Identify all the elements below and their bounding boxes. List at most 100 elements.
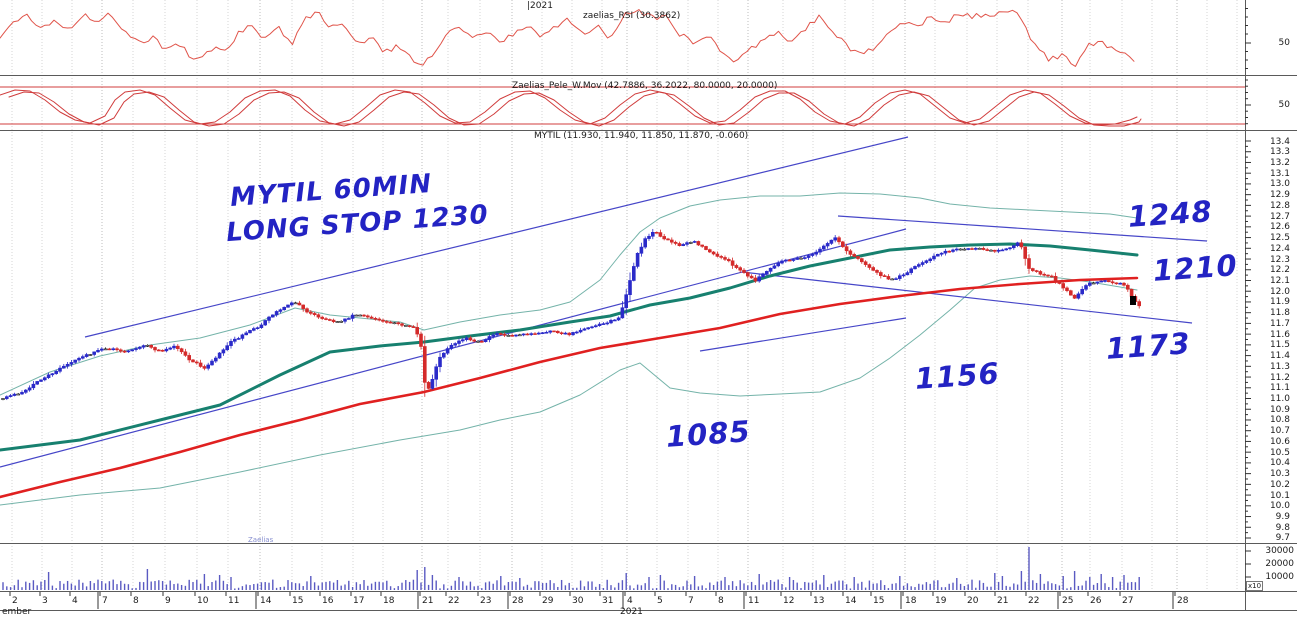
x-axis-day-label: 23 (480, 596, 492, 606)
annotation-level-1173[interactable]: 1173 (1104, 326, 1192, 366)
x-axis-day-label: 22 (1028, 596, 1040, 606)
price-axis-label: 11.2 (1269, 372, 1290, 383)
annotation-level-1085[interactable]: 1085 (664, 414, 752, 454)
last-price-marker (1130, 296, 1136, 305)
price-axis-label: 11.7 (1269, 318, 1290, 329)
price-axis-label: 10.8 (1269, 415, 1290, 426)
price-axis-label: 11.9 (1269, 297, 1290, 308)
x-axis-day-label: 18 (905, 596, 917, 606)
price-axis-label: 11.1 (1269, 383, 1290, 394)
price-axis-label: 9.7 (1275, 533, 1290, 544)
volume-multiplier-badge: x10 (1246, 581, 1264, 591)
volume-axis-label-20000: 20000 (1265, 559, 1294, 569)
price-axis-label: 12.3 (1269, 254, 1290, 265)
annotation-level-1248[interactable]: 1248 (1126, 194, 1214, 234)
price-axis-label: 13.1 (1269, 168, 1290, 179)
price-axis-label: 10.3 (1269, 469, 1290, 480)
price-axis-label: 11.8 (1269, 308, 1290, 319)
price-axis-label: 10.2 (1269, 479, 1290, 490)
volume-axis-label-30000: 30000 (1265, 546, 1294, 556)
annotation-level-1156[interactable]: 1156 (913, 356, 1001, 396)
x-axis-day-label: 7 (688, 596, 694, 606)
price-axis-label: 10.7 (1269, 426, 1290, 437)
x-axis-year-label: 2021 (620, 607, 643, 617)
price-axis-label: 13.3 (1269, 147, 1290, 158)
price-axis-label: 10.0 (1269, 501, 1290, 512)
x-axis-day-label: 26 (1090, 596, 1102, 606)
price-axis-label: 11.5 (1269, 340, 1290, 351)
x-axis-day-label: 12 (783, 596, 795, 606)
price-axis-label: 12.6 (1269, 222, 1290, 233)
rsi-panel-title[interactable]: zaelias_RSI (30.3862) (583, 11, 681, 21)
price-axis-label: 10.4 (1269, 458, 1290, 469)
candles (1, 228, 1141, 401)
x-axis-day-label: 8 (718, 596, 724, 606)
x-axis-day-label: 21 (422, 596, 434, 606)
volume-panel-partial-title: Zaelias (248, 536, 274, 544)
x-axis-day-label: 18 (383, 596, 395, 606)
top-year-marker: |2021 (527, 1, 553, 11)
x-axis-day-label: 16 (322, 596, 334, 606)
price-axis-label: 13.4 (1269, 136, 1290, 147)
price-axis-label: 10.6 (1269, 436, 1290, 447)
x-axis-day-label: 15 (873, 596, 885, 606)
price-axis-label: 12.2 (1269, 265, 1290, 276)
pele-indicator-lines (0, 86, 1245, 127)
price-axis-label: 11.6 (1269, 329, 1290, 340)
x-axis-day-label: 19 (935, 596, 947, 606)
x-axis-day-label: 17 (353, 596, 365, 606)
axis-ticks (9, 8, 1251, 609)
moving-averages (0, 242, 1139, 499)
x-axis-day-label: 28 (1177, 596, 1189, 606)
price-axis-label: 13.0 (1269, 179, 1290, 190)
x-axis-day-label: 29 (542, 596, 554, 606)
price-axis-label: 9.8 (1275, 522, 1290, 533)
price-axis-label: 12.9 (1269, 190, 1290, 201)
x-axis-day-label: 13 (813, 596, 825, 606)
x-axis-day-label: 8 (133, 596, 139, 606)
price-axis-label: 12.8 (1269, 200, 1290, 211)
rsi-axis-label-50: 50 (1278, 38, 1290, 48)
annotation-level-1210[interactable]: 1210 (1151, 248, 1239, 288)
price-axis-label: 12.0 (1269, 286, 1290, 297)
x-axis-day-label: 4 (627, 596, 633, 606)
pele-axis-label-50: 50 (1278, 100, 1290, 110)
x-axis-day-label: 28 (512, 596, 524, 606)
price-panel-title[interactable]: MYTIL (11.930, 11.940, 11.850, 11.870, -… (534, 131, 749, 141)
x-axis-day-label: 10 (197, 596, 209, 606)
price-axis-label: 11.0 (1269, 394, 1290, 404)
x-axis-day-label: 30 (572, 596, 584, 606)
x-axis-day-label: 5 (657, 596, 663, 606)
x-axis-day-label: 31 (602, 596, 614, 606)
bollinger-bands (0, 192, 1138, 506)
price-axis-label: 12.5 (1269, 233, 1290, 244)
price-axis-label: 12.4 (1269, 243, 1290, 254)
x-axis-day-label: 14 (845, 596, 857, 606)
x-axis-day-label: 3 (42, 596, 48, 606)
gridlines (11, 0, 1238, 591)
pele-panel-title[interactable]: Zaelias_Pele_W.Mov (42.7886, 36.2022, 80… (512, 81, 778, 91)
x-axis-day-label: 21 (997, 596, 1009, 606)
x-axis-day-label: 4 (72, 596, 78, 606)
x-axis-day-label: 15 (292, 596, 304, 606)
price-axis-label: 10.5 (1269, 447, 1290, 458)
volume-bars (2, 547, 1140, 590)
rsi-indicator-line (0, 9, 1135, 67)
x-axis-day-label: 22 (448, 596, 460, 606)
price-axis-label: 10.1 (1269, 490, 1290, 501)
x-axis-day-label: 2 (12, 596, 18, 606)
price-axis-label: 9.9 (1275, 512, 1290, 523)
month-label-partial: ember (2, 607, 32, 617)
x-axis-day-label: 25 (1062, 596, 1074, 606)
price-axis-label: 11.3 (1269, 361, 1290, 372)
x-axis-day-label: 20 (967, 596, 979, 606)
price-axis-label: 10.9 (1269, 404, 1290, 415)
price-axis-label: 12.7 (1269, 211, 1290, 222)
price-axis-label: 11.4 (1269, 351, 1290, 362)
x-axis-day-label: 14 (260, 596, 272, 606)
x-axis-day-label: 7 (102, 596, 108, 606)
trendlines[interactable] (0, 136, 1208, 468)
